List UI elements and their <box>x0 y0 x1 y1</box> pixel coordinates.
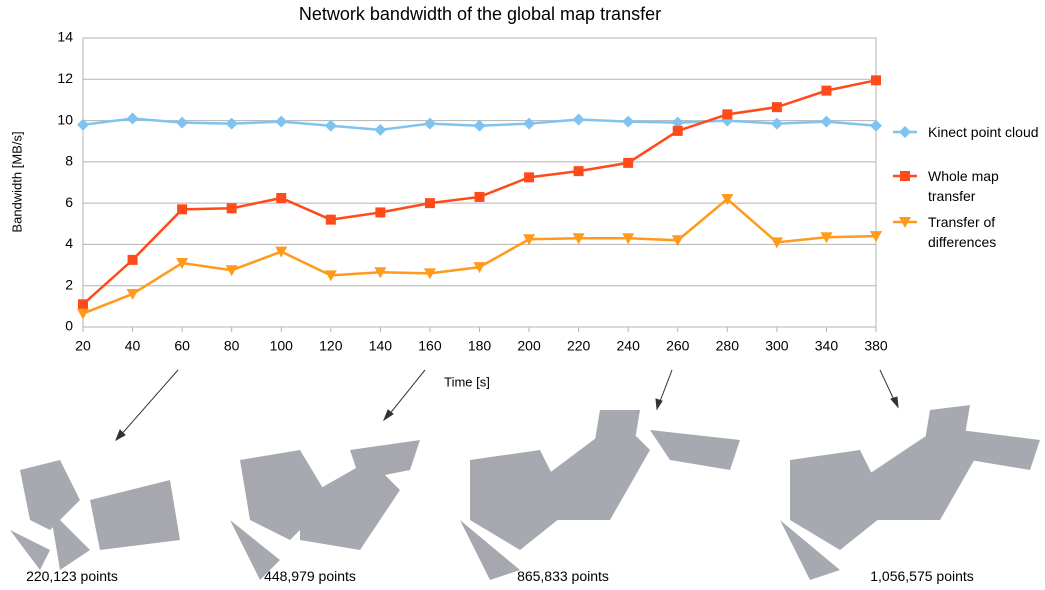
data-point <box>523 234 536 246</box>
legend-marker <box>899 217 911 228</box>
x-tick-label: 100 <box>270 338 294 354</box>
data-point <box>820 115 833 128</box>
data-point <box>126 288 139 300</box>
data-point <box>176 116 189 129</box>
data-point <box>127 254 138 265</box>
data-point <box>424 198 435 209</box>
data-point <box>523 117 536 130</box>
x-tick-label: 280 <box>716 338 740 354</box>
data-point <box>77 308 89 320</box>
x-tick-label: 240 <box>617 338 641 354</box>
data-point <box>572 113 585 126</box>
x-tick-label: 60 <box>174 338 190 354</box>
data-point <box>275 115 288 128</box>
snapshot-caption: 448,979 points <box>264 568 356 584</box>
x-tick-label: 80 <box>224 338 240 354</box>
x-tick-label: 380 <box>864 338 888 354</box>
data-point <box>374 123 387 136</box>
legend-marker <box>900 171 910 181</box>
data-point <box>722 109 733 120</box>
data-point <box>671 235 684 247</box>
data-point <box>324 119 337 132</box>
legend-entry: Whole map transfer <box>928 168 999 204</box>
data-point <box>623 157 634 168</box>
data-point <box>622 233 635 245</box>
y-tick-label: 2 <box>65 276 73 292</box>
x-tick-label: 200 <box>517 338 541 354</box>
x-tick-label: 340 <box>815 338 839 354</box>
data-point <box>375 207 386 218</box>
data-point <box>524 172 535 183</box>
x-axis-label: Time [s] <box>444 374 490 389</box>
data-point <box>77 118 89 131</box>
x-tick-label: 140 <box>369 338 393 354</box>
data-point <box>573 166 584 177</box>
x-tick-label: 120 <box>319 338 343 354</box>
y-axis-label: Bandwidth [MB/s] <box>9 131 24 232</box>
y-tick-label: 14 <box>57 29 73 45</box>
y-tick-label: 10 <box>57 111 73 127</box>
data-point <box>474 191 485 202</box>
data-point <box>870 119 882 132</box>
series-line <box>82 197 877 315</box>
y-tick-label: 4 <box>65 235 73 251</box>
data-point <box>821 85 832 96</box>
data-point <box>721 194 734 206</box>
chart-title: Network bandwidth of the global map tran… <box>299 4 661 24</box>
x-tick-label: 180 <box>468 338 492 354</box>
snapshot-caption: 865,833 points <box>517 568 609 584</box>
legend-marker <box>899 126 911 138</box>
data-point <box>770 117 783 130</box>
legend-entry: Kinect point cloud <box>928 124 1039 140</box>
y-tick-label: 0 <box>65 318 73 334</box>
plot-border <box>82 37 877 328</box>
arrows <box>115 369 899 442</box>
data-point <box>473 119 486 132</box>
data-point <box>374 267 387 279</box>
data-point <box>423 117 436 130</box>
data-point <box>423 268 436 280</box>
data-point <box>671 116 684 129</box>
data-point <box>275 246 288 258</box>
x-tick-label: 260 <box>666 338 690 354</box>
snapshot-caption: 1,056,575 points <box>870 568 974 584</box>
x-tick-label: 20 <box>75 338 91 354</box>
point-cloud-images <box>10 405 1040 580</box>
y-tick-label: 6 <box>65 194 73 210</box>
data-point <box>820 232 833 244</box>
data-point <box>78 299 88 310</box>
y-tick-label: 12 <box>57 70 73 86</box>
data-point <box>770 237 783 249</box>
data-point <box>324 270 337 282</box>
data-point <box>771 102 782 113</box>
legend-entry: Transfer of differences <box>928 214 997 250</box>
data-point <box>672 125 683 136</box>
data-point <box>225 117 238 130</box>
data-point <box>622 115 635 128</box>
snapshot-caption: 220,123 points <box>26 568 118 584</box>
data-point <box>871 75 881 86</box>
x-tick-label: 40 <box>125 338 141 354</box>
data-point <box>177 204 188 215</box>
y-tick-label: 8 <box>65 153 73 169</box>
x-tick-label: 300 <box>765 338 789 354</box>
data-point <box>225 265 238 277</box>
data-point <box>276 192 287 203</box>
data-point <box>176 258 189 270</box>
data-point <box>572 233 585 245</box>
data-point <box>473 262 486 274</box>
data-point <box>126 112 139 125</box>
data-point <box>325 214 336 225</box>
x-tick-label: 160 <box>418 338 442 354</box>
data-point <box>870 231 882 243</box>
x-tick-label: 220 <box>567 338 591 354</box>
data-point <box>226 203 237 214</box>
